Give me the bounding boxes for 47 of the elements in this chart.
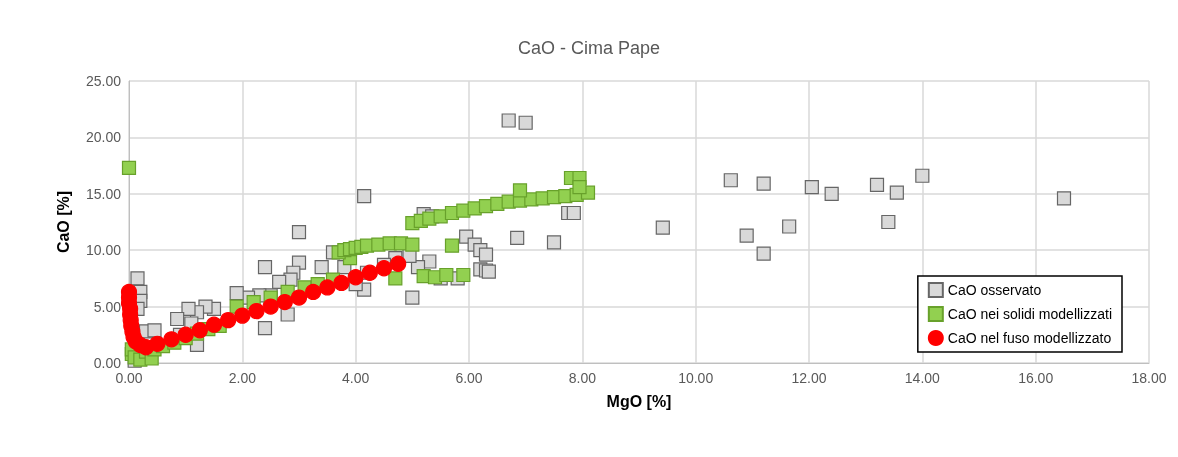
point	[388, 271, 403, 286]
legend-label: CaO osservato	[947, 282, 1042, 298]
y-tick-label: 5.00	[93, 298, 122, 315]
y-tick-label: 10.00	[85, 242, 122, 259]
point	[262, 298, 279, 315]
legend-label: CaO nei solidi modellizzati	[947, 306, 1113, 322]
x-tick-label: 6.00	[455, 370, 483, 386]
x-tick-label: 2.00	[228, 370, 257, 386]
point	[572, 179, 587, 195]
point	[390, 255, 407, 272]
y-tick-label: 0.00	[93, 355, 122, 371]
x-axis-title: MgO [%]	[606, 392, 672, 410]
y-tick-label: 20.00	[85, 129, 122, 146]
point	[512, 183, 528, 198]
point	[248, 303, 265, 320]
point	[405, 237, 420, 252]
point	[149, 335, 166, 352]
point	[276, 293, 293, 311]
point	[319, 279, 336, 296]
point	[456, 267, 471, 283]
point	[347, 269, 364, 286]
point	[191, 322, 208, 339]
x-tick-label: 10.00	[678, 370, 714, 386]
point	[121, 160, 137, 175]
legend-label: CaO nel fuso modellizzato	[947, 330, 1112, 346]
x-tick-label: 8.00	[568, 370, 597, 386]
y-tick-label: 15.00	[85, 185, 122, 202]
point	[163, 331, 180, 348]
point	[333, 274, 350, 292]
y-tick-label: 25.00	[85, 73, 122, 89]
point	[305, 283, 322, 301]
point	[290, 289, 308, 306]
point	[444, 238, 460, 253]
x-tick-label: 0.00	[115, 370, 143, 386]
point	[439, 267, 454, 283]
point	[375, 260, 393, 277]
point	[220, 312, 237, 329]
x-tick-label: 12.00	[791, 370, 827, 386]
point	[205, 316, 223, 333]
y-axis-title: CaO [%]	[54, 190, 72, 254]
point	[177, 326, 194, 343]
x-tick-label: 16.00	[1018, 370, 1054, 386]
point	[234, 307, 251, 324]
x-tick-label: 4.00	[342, 370, 370, 386]
x-tick-label: 18.00	[1131, 370, 1167, 386]
x-tick-label: 14.00	[904, 370, 941, 386]
chart-title: CaO - Cima Pape	[517, 38, 661, 58]
